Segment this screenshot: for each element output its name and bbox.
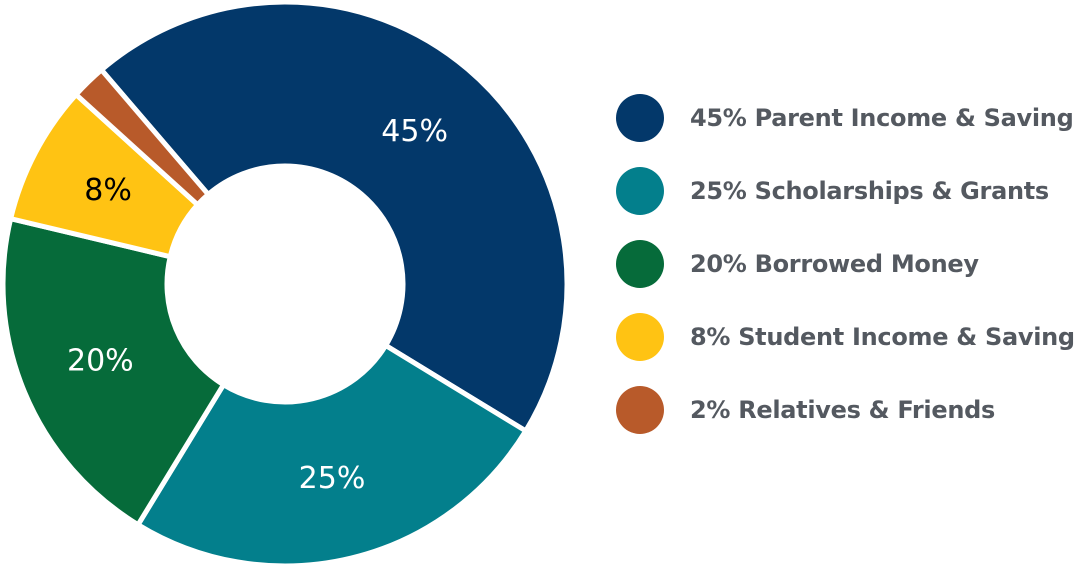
donut-slice — [72, 66, 212, 209]
slice-percent-label: 20% — [67, 343, 134, 378]
legend-label: 25% Scholarships & Grants — [690, 177, 1049, 205]
legend-swatch-icon — [616, 167, 664, 215]
slice-percent-label: 45% — [381, 114, 448, 149]
slice-percent-label: 25% — [299, 461, 366, 496]
legend-swatch-icon — [616, 240, 664, 288]
donut-slice — [0, 215, 227, 529]
legend-item: 20% Borrowed Money — [616, 240, 1074, 288]
legend: 45% Parent Income & Savings 25% Scholarsh… — [616, 94, 1074, 459]
legend-item: 8% Student Income & Savings — [616, 313, 1074, 361]
legend-label: 45% Parent Income & Savings — [690, 104, 1074, 132]
legend-swatch-icon — [616, 386, 664, 434]
donut-slice — [134, 342, 530, 569]
legend-label: 2% Relatives & Friends — [690, 396, 995, 424]
legend-item: 25% Scholarships & Grants — [616, 167, 1074, 215]
legend-label: 20% Borrowed Money — [690, 250, 979, 278]
legend-swatch-icon — [616, 94, 664, 142]
legend-swatch-icon — [616, 313, 664, 361]
donut-slice — [97, 0, 570, 435]
legend-item: 45% Parent Income & Savings — [616, 94, 1074, 142]
legend-item: 2% Relatives & Friends — [616, 386, 1074, 434]
slice-percent-label: 8% — [84, 173, 132, 208]
legend-label: 8% Student Income & Savings — [690, 323, 1074, 351]
